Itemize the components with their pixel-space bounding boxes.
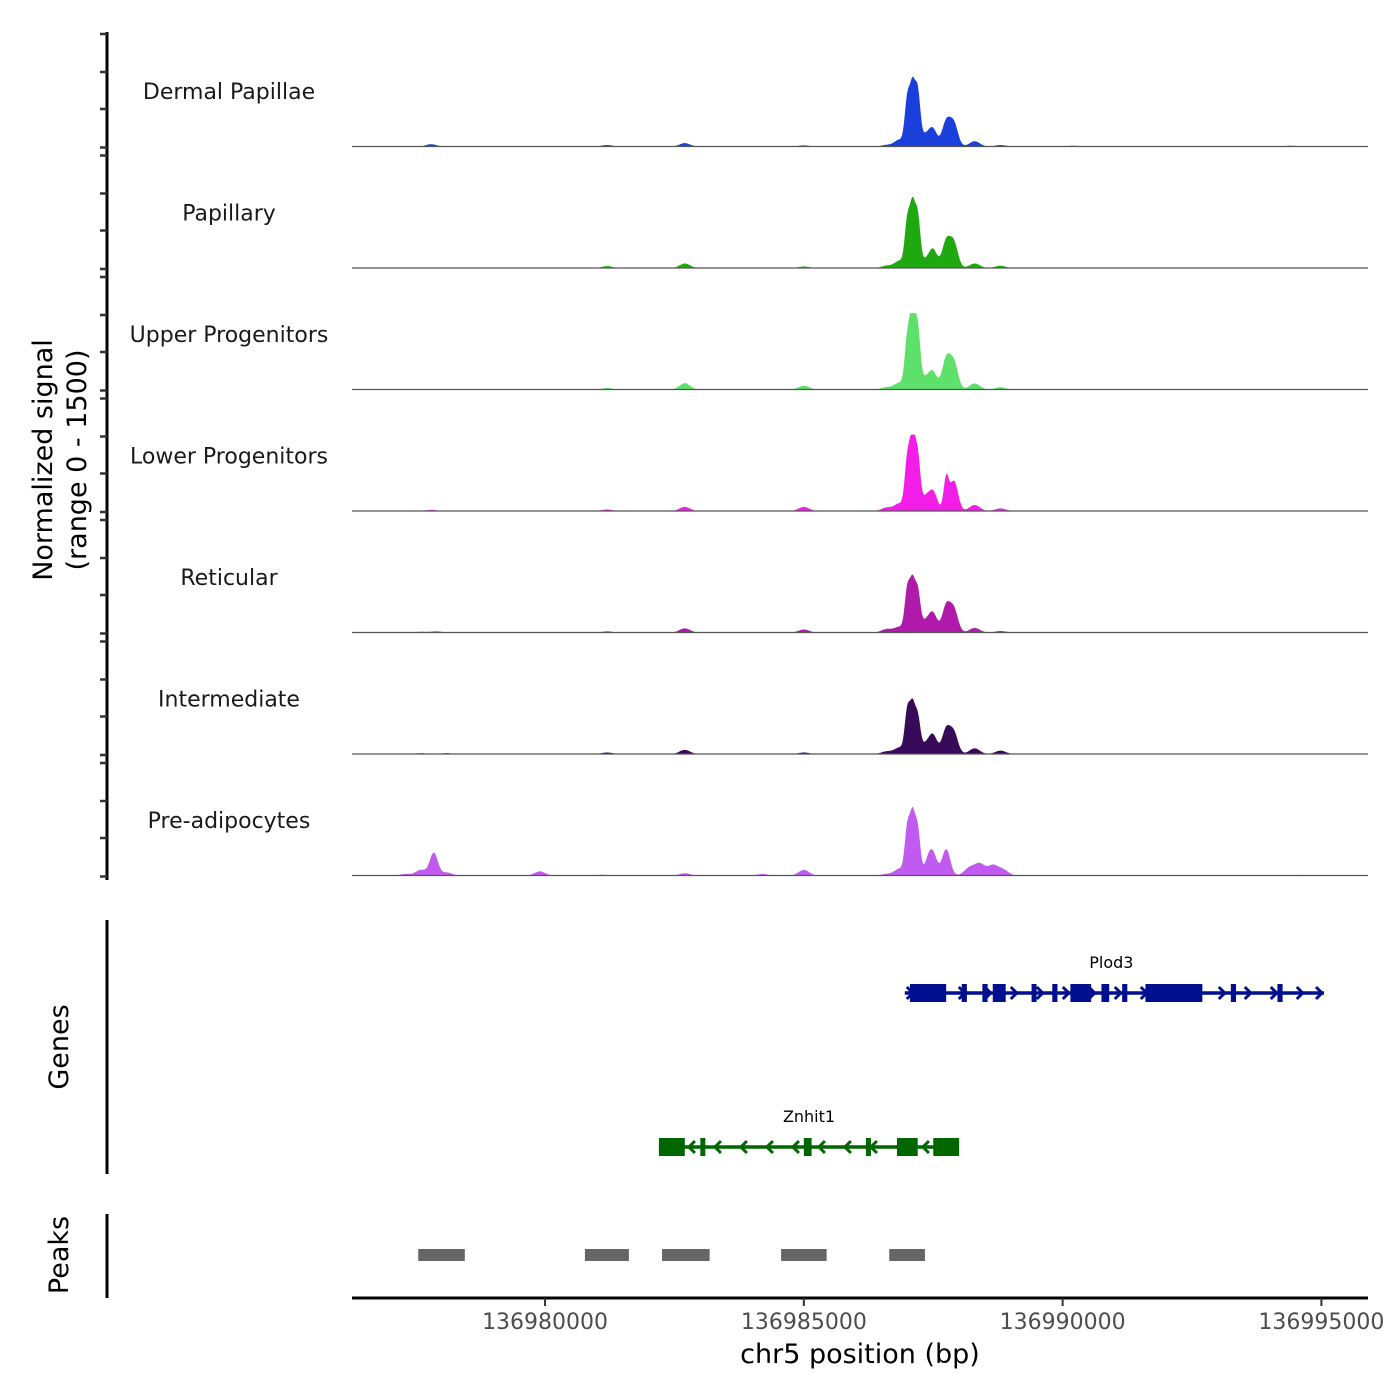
gene-label: Plod3 — [1089, 953, 1133, 972]
exon — [865, 1138, 871, 1156]
signal-area — [352, 196, 1368, 268]
exon — [982, 984, 988, 1002]
chevron-right-icon — [1314, 985, 1325, 1001]
chevron-right-icon — [1009, 985, 1019, 1001]
peak-region — [418, 1249, 465, 1261]
chevron-left-icon — [686, 1139, 696, 1155]
chevron-left-icon — [738, 1139, 748, 1155]
peak-region — [889, 1249, 925, 1261]
y-axis-title: Normalized signal (range 0 - 1500) — [28, 339, 93, 581]
gene-znhit1: Znhit1 — [658, 1107, 960, 1156]
exon — [1230, 984, 1237, 1002]
exon — [1052, 984, 1058, 1002]
chevron-right-icon — [1035, 985, 1045, 1001]
chevron-left-icon — [842, 1139, 852, 1155]
exon — [1145, 984, 1203, 1002]
track-label: Papillary — [182, 202, 276, 227]
x-axis-ticks: 136980000 136985000 136990000 136995000 — [482, 1298, 1384, 1335]
track-label: Dermal Papillae — [143, 80, 315, 105]
exon — [1277, 984, 1283, 1002]
chevron-right-icon — [1113, 985, 1123, 1001]
exon — [658, 1138, 685, 1156]
track-label: Pre-adipocytes — [148, 809, 311, 834]
chevron-right-icon — [1295, 985, 1305, 1001]
x-tick-label: 136995000 — [1258, 1310, 1384, 1335]
x-axis-title: chr5 position (bp) — [740, 1339, 980, 1370]
y-axis-title-line2: (range 0 - 1500) — [62, 350, 93, 571]
track-papillary: Papillary — [182, 196, 1368, 269]
exon — [1122, 984, 1128, 1002]
peak-region — [781, 1249, 827, 1261]
track-label: Reticular — [180, 566, 278, 591]
peak-region — [662, 1249, 710, 1261]
chevron-right-icon — [1061, 985, 1071, 1001]
x-tick-label: 136980000 — [482, 1310, 608, 1335]
chevron-left-icon — [920, 1139, 930, 1155]
peaks-track-label: Peaks — [44, 1216, 75, 1294]
chevron-right-icon — [1269, 985, 1279, 1001]
genes-track-label: Genes — [44, 1004, 75, 1089]
exon — [933, 1138, 960, 1156]
exon — [992, 984, 1006, 1002]
exon — [897, 1138, 918, 1156]
track-label: Intermediate — [158, 688, 300, 713]
signal-area — [352, 807, 1368, 876]
gene-plod3: Plod3 — [904, 953, 1325, 1002]
track-intermediate: Intermediate — [158, 688, 1368, 755]
signal-area — [352, 313, 1368, 390]
track-reticular: Reticular — [180, 566, 1368, 634]
chevron-left-icon — [764, 1139, 774, 1155]
chevron-left-icon — [816, 1139, 826, 1155]
signal-area — [352, 574, 1368, 633]
exon — [961, 984, 967, 1002]
chevron-right-icon — [1217, 985, 1227, 1001]
y-axis-title-line1: Normalized signal — [28, 339, 59, 581]
chevron-right-icon — [1243, 985, 1253, 1001]
x-tick-label: 136985000 — [741, 1310, 867, 1335]
gene-label: Znhit1 — [783, 1107, 835, 1126]
genes-track: Plod3 Znhit1 — [658, 953, 1325, 1156]
x-tick-label: 136990000 — [1000, 1310, 1126, 1335]
exon — [1070, 984, 1092, 1002]
signal-area — [352, 434, 1368, 511]
coverage-tracks: Dermal Papillae Papillary Upper Progenitor… — [130, 76, 1368, 877]
exon — [803, 1138, 812, 1156]
track-label: Lower Progenitors — [130, 445, 328, 470]
track-label: Upper Progenitors — [130, 323, 329, 348]
chevron-left-icon — [712, 1139, 722, 1155]
exon — [1031, 984, 1037, 1002]
signal-area — [352, 76, 1368, 147]
exon — [700, 1138, 706, 1156]
chevron-left-icon — [790, 1139, 800, 1155]
track-pre-adipocytes: Pre-adipocytes — [148, 807, 1368, 877]
coverage-y-ticks — [100, 32, 107, 878]
peak-region — [584, 1249, 629, 1261]
exon — [909, 984, 947, 1002]
track-dermal-papillae: Dermal Papillae — [143, 76, 1368, 148]
track-upper-progenitors: Upper Progenitors — [130, 313, 1368, 391]
track-lower-progenitors: Lower Progenitors — [130, 434, 1368, 512]
peaks-track — [418, 1249, 925, 1261]
exon — [1101, 984, 1110, 1002]
signal-area — [352, 698, 1368, 754]
